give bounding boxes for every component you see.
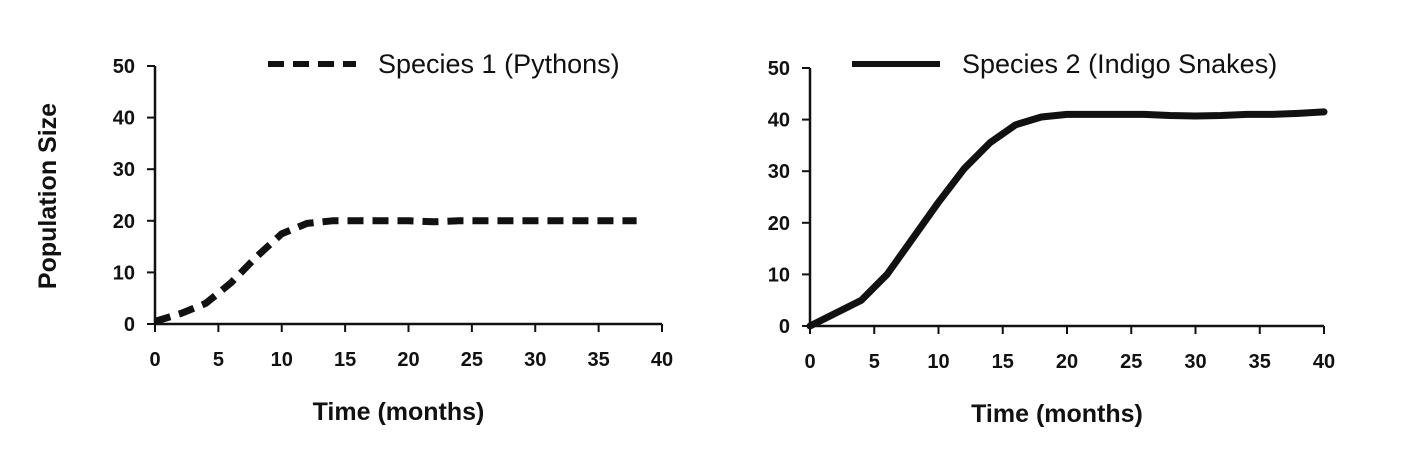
y-tick-label: 0: [124, 314, 135, 336]
x-tick-label: 30: [524, 349, 546, 371]
x-tick-label: 0: [804, 351, 815, 373]
x-tick-label: 5: [869, 351, 880, 373]
chart-indigo-snakes: 0 5 10 15 20 25 30 35 40 0 10 20 30 40 50 Time (months)…: [768, 49, 1335, 428]
x-tick-label: 40: [1313, 351, 1335, 373]
series-line: [806, 108, 1328, 330]
x-tick-label: 5: [213, 349, 224, 371]
x-tick-label: 10: [927, 351, 949, 373]
legend-label: Species 2 (Indigo Snakes): [962, 49, 1277, 79]
x-tick-label: 40: [651, 349, 673, 371]
x-tick-label: 25: [461, 349, 483, 371]
x-tick-label: 25: [1120, 351, 1142, 373]
x-tick-label: 15: [334, 349, 356, 371]
x-tick-label: 10: [271, 349, 293, 371]
y-tick-label: 10: [768, 264, 790, 286]
y-tick-label: 40: [113, 108, 135, 130]
x-tick-label: 15: [992, 351, 1014, 373]
x-tick-label: 0: [149, 349, 160, 371]
y-tick-label: 10: [113, 262, 135, 284]
x-tick-label: 20: [1056, 351, 1078, 373]
x-axis-title: Time (months): [313, 398, 485, 426]
chart-pythons: 0 5 10 15 20 25 30 35 40 0 10 20 30 40 50 Time (months)…: [113, 49, 673, 426]
y-tick-label: 30: [113, 159, 135, 181]
x-tick-label: 20: [397, 349, 419, 371]
y-tick-label: 20: [113, 211, 135, 233]
y-tick-label: 0: [779, 316, 790, 338]
x-tick-label: 35: [1249, 351, 1271, 373]
y-tick-label: 40: [768, 110, 790, 132]
x-axis-title: Time (months): [971, 400, 1143, 428]
y-tick-label: 50: [113, 56, 135, 78]
shared-y-axis-title: Population Size: [34, 103, 62, 289]
series-line: [153, 217, 637, 325]
legend-label: Species 1 (Pythons): [378, 49, 620, 79]
x-tick-label: 30: [1184, 351, 1206, 373]
y-tick-label: 30: [768, 161, 790, 183]
y-tick-label: 20: [768, 213, 790, 235]
y-tick-label: 50: [768, 58, 790, 80]
x-tick-label: 35: [588, 349, 610, 371]
